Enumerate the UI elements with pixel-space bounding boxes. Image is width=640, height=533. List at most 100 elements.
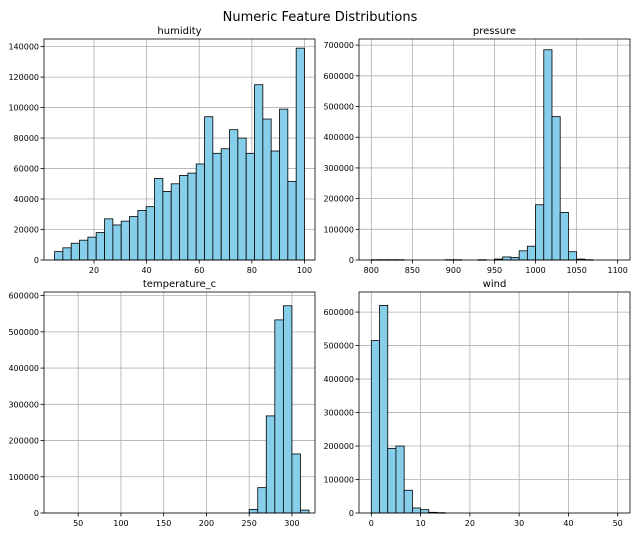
histogram-bar — [535, 204, 545, 261]
figure-title: Numeric Feature Distributions — [223, 10, 418, 25]
x-tick-label: 850 — [405, 266, 420, 275]
histogram-bar — [518, 250, 528, 261]
histogram-bar — [379, 304, 389, 514]
y-tick-label: 140000 — [8, 43, 39, 52]
histogram-wind: 0 10 20 30 40 50 0 100000 200000 300000 400000 5000… — [323, 279, 631, 528]
y-tick-label: 0 — [34, 256, 39, 265]
y-tick-label: 80000 — [14, 134, 39, 143]
y-tick-label: 600000 — [323, 72, 354, 81]
x-tick-label: 1050 — [566, 266, 586, 275]
histogram-bar — [387, 447, 397, 514]
y-tick-label: 300000 — [323, 164, 354, 173]
histogram-bar — [411, 507, 422, 514]
x-tick-label: 30 — [514, 519, 524, 528]
x-tick-label: 1100 — [608, 266, 628, 275]
histogram-bar — [62, 247, 72, 261]
histogram-bar — [265, 415, 276, 514]
y-tick-label: 0 — [349, 509, 354, 518]
x-tick-label: 250 — [242, 519, 257, 528]
x-tick-label: 50 — [73, 519, 83, 528]
histogram-pressure: 800 850 900 950 1000 1050 1100 0 100000 200000 300… — [323, 26, 631, 275]
histogram-bar — [79, 239, 89, 261]
x-tick-label: 1000 — [525, 266, 545, 275]
y-tick-label: 120000 — [8, 73, 39, 82]
y-tick-label: 20000 — [14, 226, 39, 235]
y-tick-label: 600000 — [323, 308, 354, 317]
x-tick-label: 40 — [142, 266, 152, 275]
histogram-bar — [120, 220, 130, 261]
x-tick-label: 0 — [369, 519, 374, 528]
histogram-bar — [237, 137, 247, 261]
x-tick-label: 800 — [364, 266, 379, 275]
y-tick-label: 100000 — [8, 104, 39, 113]
histogram-bar — [291, 453, 301, 514]
y-tick-label: 200000 — [323, 442, 354, 451]
histogram-bar — [212, 152, 222, 261]
y-tick-label: 100000 — [323, 476, 354, 485]
histogram-bar — [279, 108, 289, 261]
axes-frame — [358, 291, 631, 514]
x-tick-label: 10 — [415, 519, 425, 528]
y-tick-label: 400000 — [8, 364, 39, 373]
histogram-bar — [170, 183, 180, 261]
y-tick-label: 60000 — [14, 165, 39, 174]
x-tick-label: 950 — [487, 266, 502, 275]
histogram-temperature-c: 50 100 150 200 250 300 0 100000 200000 300000 4000… — [8, 279, 316, 528]
histogram-bar — [420, 509, 430, 514]
y-tick-label: 0 — [34, 509, 39, 518]
histogram-bar — [70, 242, 80, 261]
axes-frame — [43, 38, 316, 261]
x-tick-label: 100 — [113, 519, 128, 528]
histogram-bar — [403, 489, 413, 514]
y-tick-label: 100000 — [8, 473, 39, 482]
y-tick-label: 100000 — [323, 225, 354, 234]
histogram-bar — [370, 340, 380, 514]
x-tick-label: 100 — [297, 266, 312, 275]
x-tick-label: 80 — [247, 266, 257, 275]
y-tick-label: 200000 — [8, 437, 39, 446]
y-tick-label: 200000 — [323, 195, 354, 204]
histogram-bar — [95, 232, 105, 261]
subplot-title: temperature_c — [143, 279, 216, 290]
histogram-bar — [195, 163, 205, 261]
histogram-bar — [229, 129, 239, 261]
histogram-bar — [204, 116, 214, 261]
y-tick-label: 500000 — [323, 103, 354, 112]
histogram-bar — [179, 175, 189, 261]
histogram-bar — [282, 305, 293, 514]
histogram-bar — [559, 212, 569, 261]
y-tick-label: 0 — [349, 256, 354, 265]
histogram-bar — [295, 47, 305, 261]
histogram-bar — [274, 319, 284, 514]
x-tick-label: 50 — [613, 519, 623, 528]
histogram-bar — [395, 445, 405, 514]
histogram-bar — [300, 509, 310, 514]
x-tick-label: 150 — [156, 519, 171, 528]
y-tick-label: 40000 — [14, 195, 39, 204]
histogram-bar — [262, 118, 272, 261]
y-tick-label: 300000 — [8, 400, 39, 409]
histogram-humidity: 20 40 60 80 100 0 20000 40000 60000 80000 100000 12… — [8, 26, 316, 275]
histogram-bar — [220, 148, 230, 261]
histogram-bar — [245, 152, 255, 261]
histogram-bar — [254, 84, 264, 261]
histogram-bar — [54, 251, 64, 261]
subplot-title: wind — [483, 279, 507, 290]
histogram-bar — [104, 218, 114, 261]
histogram-bar — [568, 251, 578, 261]
y-tick-label: 700000 — [323, 41, 354, 50]
x-tick-label: 200 — [199, 519, 214, 528]
y-tick-label: 600000 — [8, 292, 39, 301]
histogram-bar — [248, 508, 259, 514]
subplot-title: humidity — [157, 26, 201, 37]
histogram-bar — [287, 181, 297, 261]
axes-frame — [43, 291, 316, 514]
x-tick-label: 60 — [194, 266, 204, 275]
histogram-bar — [257, 487, 267, 514]
y-tick-label: 500000 — [323, 342, 354, 351]
histogram-bar — [145, 206, 155, 261]
y-tick-label: 400000 — [323, 133, 354, 142]
histogram-bar — [137, 210, 147, 261]
histogram-bar — [154, 178, 164, 261]
